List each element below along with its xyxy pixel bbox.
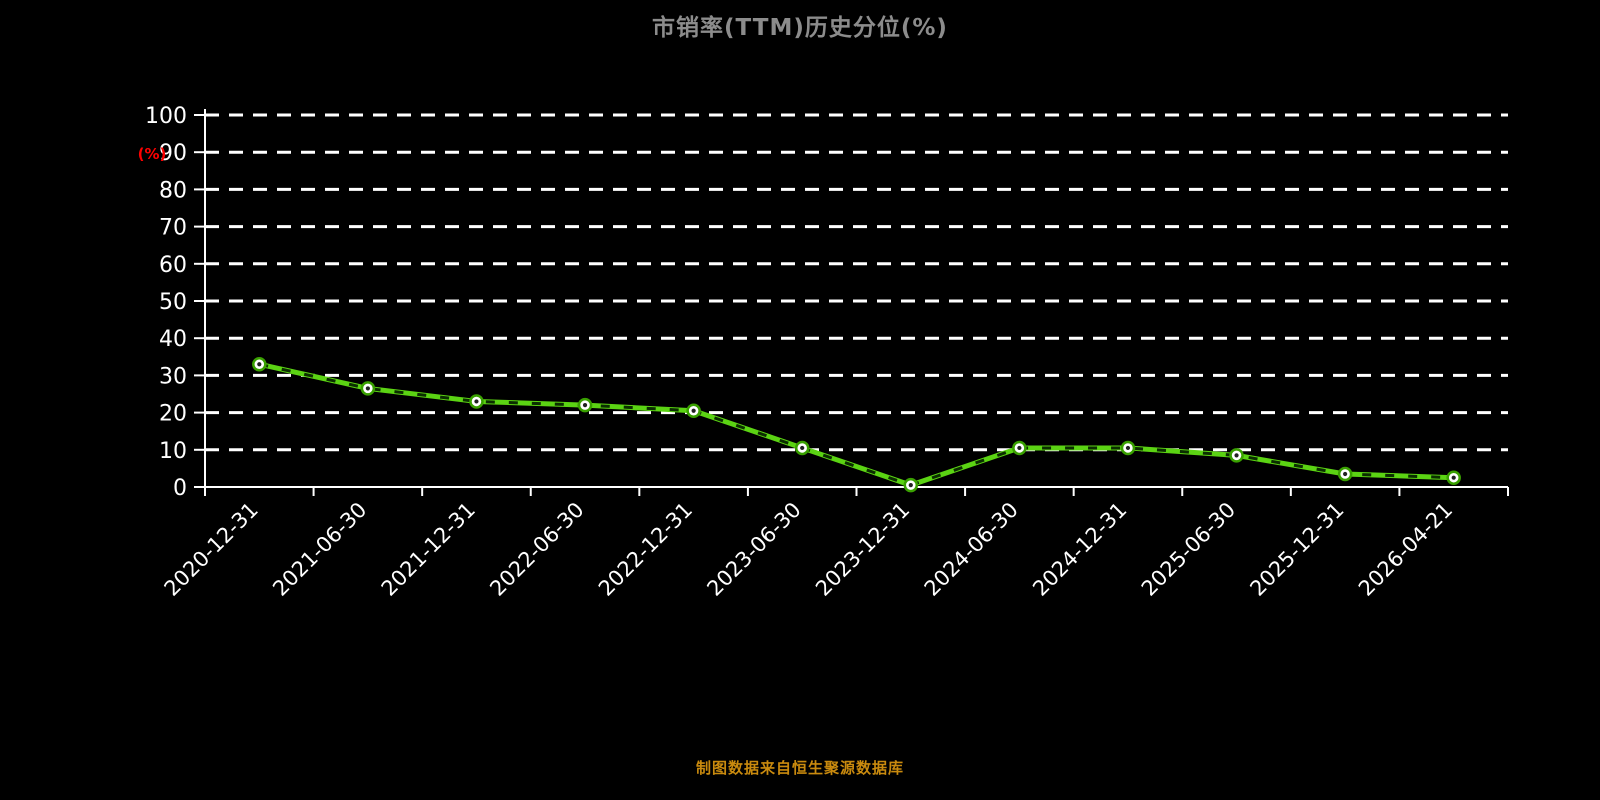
x-tick-label: 2023-06-30 bbox=[702, 498, 805, 601]
data-point-center bbox=[691, 408, 696, 413]
x-tick-label: 2020-12-31 bbox=[160, 498, 263, 601]
data-point-center bbox=[1017, 445, 1022, 451]
y-tick-label: 50 bbox=[159, 290, 187, 315]
data-point-center bbox=[257, 362, 262, 367]
x-tick-label: 2024-12-31 bbox=[1028, 498, 1131, 601]
y-tick-label: 0 bbox=[173, 476, 187, 501]
y-tick-label: 30 bbox=[159, 364, 187, 389]
data-point-center bbox=[800, 445, 805, 451]
y-axis-unit-label: (%) bbox=[138, 145, 167, 163]
x-tick-label: 2021-12-31 bbox=[377, 498, 480, 601]
y-tick-label: 90 bbox=[159, 141, 187, 166]
data-point-center bbox=[365, 386, 370, 391]
data-point-center bbox=[582, 403, 588, 408]
x-tick-label: 2024-06-30 bbox=[920, 498, 1023, 601]
y-tick-label: 40 bbox=[159, 327, 187, 352]
y-tick-label: 60 bbox=[159, 253, 187, 278]
data-point-center bbox=[1125, 445, 1131, 451]
data-point-center bbox=[1451, 475, 1456, 480]
x-tick-label: 2022-12-31 bbox=[594, 498, 697, 601]
data-source-note: 制图数据来自恒生聚源数据库 bbox=[695, 759, 904, 777]
y-tick-label: 80 bbox=[159, 178, 187, 203]
series-line bbox=[256, 361, 1457, 488]
x-tick-label: 2022-06-30 bbox=[485, 498, 588, 601]
x-tick-label: 2025-12-31 bbox=[1245, 498, 1348, 601]
x-tick-label: 2023-12-31 bbox=[811, 498, 914, 601]
y-tick-label: 100 bbox=[145, 104, 187, 129]
y-tick-label: 10 bbox=[159, 439, 187, 464]
data-point-center bbox=[1234, 453, 1239, 458]
x-tick-label: 2021-06-30 bbox=[268, 498, 371, 601]
data-point-center bbox=[908, 483, 913, 488]
y-tick-label: 70 bbox=[159, 216, 187, 241]
chart-title: 市销率(TTM)历史分位(%) bbox=[652, 15, 948, 41]
series-line-dash-overlay bbox=[258, 362, 1454, 487]
data-point-center bbox=[1343, 471, 1348, 477]
data-point-center bbox=[474, 399, 479, 404]
x-tick-label: 2026-04-21 bbox=[1354, 498, 1457, 601]
x-tick-label: 2025-06-30 bbox=[1137, 498, 1240, 601]
y-tick-label: 20 bbox=[159, 402, 187, 427]
